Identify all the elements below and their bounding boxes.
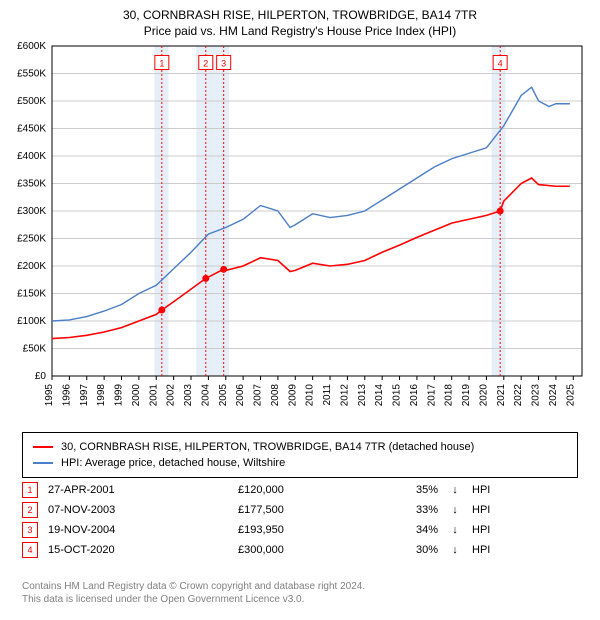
footer-line2: This data is licensed under the Open Gov… (22, 593, 365, 606)
svg-text:2004: 2004 (200, 384, 211, 407)
svg-text:2015: 2015 (392, 384, 403, 407)
hpi-label: HPI (472, 504, 502, 516)
svg-text:£550K: £550K (17, 69, 46, 80)
legend-label-property: 30, CORNBRASH RISE, HILPERTON, TROWBRIDG… (61, 441, 474, 453)
sale-price: £193,950 (238, 524, 368, 536)
sales-table: 1 27-APR-2001 £120,000 35% ↓ HPI 2 07-NOV-2003 £… (22, 480, 578, 560)
footer-line1: Contains HM Land Registry data © Crown c… (22, 580, 365, 593)
svg-text:2006: 2006 (235, 384, 246, 407)
svg-text:1: 1 (159, 59, 164, 69)
legend-label-hpi: HPI: Average price, detached house, Wilt… (61, 457, 285, 469)
table-row: 1 27-APR-2001 £120,000 35% ↓ HPI (22, 480, 578, 500)
svg-text:2: 2 (203, 59, 208, 69)
svg-text:2020: 2020 (478, 384, 489, 407)
legend: 30, CORNBRASH RISE, HILPERTON, TROWBRIDG… (22, 432, 578, 478)
sale-marker-3: 3 (22, 522, 38, 538)
svg-text:1995: 1995 (44, 384, 55, 407)
page: 30, CORNBRASH RISE, HILPERTON, TROWBRIDG… (0, 0, 600, 620)
svg-text:£50K: £50K (23, 344, 47, 355)
svg-text:£600K: £600K (17, 41, 46, 52)
svg-text:2011: 2011 (322, 384, 333, 406)
table-row: 3 19-NOV-2004 £193,950 34% ↓ HPI (22, 520, 578, 540)
svg-text:£350K: £350K (17, 179, 46, 190)
legend-swatch-property (33, 446, 53, 448)
svg-text:£100K: £100K (17, 316, 46, 327)
svg-text:2012: 2012 (339, 384, 350, 407)
svg-text:£0: £0 (35, 371, 47, 382)
footer: Contains HM Land Registry data © Crown c… (22, 580, 365, 606)
svg-text:2009: 2009 (287, 384, 298, 407)
svg-text:£400K: £400K (17, 151, 46, 162)
svg-text:2014: 2014 (374, 384, 385, 407)
svg-text:1999: 1999 (114, 384, 125, 407)
down-arrow-icon: ↓ (448, 524, 462, 536)
sale-marker-2: 2 (22, 502, 38, 518)
svg-text:£450K: £450K (17, 124, 46, 135)
sale-price: £177,500 (238, 504, 368, 516)
legend-row-hpi: HPI: Average price, detached house, Wilt… (33, 455, 567, 471)
svg-text:2024: 2024 (548, 384, 559, 407)
table-row: 4 15-OCT-2020 £300,000 30% ↓ HPI (22, 540, 578, 560)
sale-date: 19-NOV-2004 (48, 524, 228, 536)
sale-marker-1: 1 (22, 482, 38, 498)
svg-text:2005: 2005 (218, 384, 229, 407)
price-chart: £0 £50K £100K £150K £200K £250K £300K £350K £400… (0, 40, 600, 420)
legend-row-property: 30, CORNBRASH RISE, HILPERTON, TROWBRIDG… (33, 439, 567, 455)
sale-pct: 30% (378, 544, 438, 556)
sale-date: 27-APR-2001 (48, 484, 228, 496)
svg-text:£250K: £250K (17, 234, 46, 245)
sale-price: £120,000 (238, 484, 368, 496)
sale-price: £300,000 (238, 544, 368, 556)
svg-text:2021: 2021 (496, 384, 507, 407)
down-arrow-icon: ↓ (448, 544, 462, 556)
sale-pct: 34% (378, 524, 438, 536)
svg-text:2007: 2007 (253, 384, 264, 407)
svg-text:2000: 2000 (131, 384, 142, 407)
hpi-label: HPI (472, 524, 502, 536)
hpi-label: HPI (472, 484, 502, 496)
svg-text:2002: 2002 (166, 384, 177, 407)
svg-text:2023: 2023 (531, 384, 542, 407)
svg-text:2003: 2003 (183, 384, 194, 407)
svg-text:2017: 2017 (426, 384, 437, 407)
sale-pct: 33% (378, 504, 438, 516)
svg-text:2010: 2010 (305, 384, 316, 407)
svg-text:3: 3 (221, 59, 226, 69)
svg-text:£150K: £150K (17, 289, 46, 300)
page-title-line1: 30, CORNBRASH RISE, HILPERTON, TROWBRIDG… (0, 8, 600, 22)
svg-text:£200K: £200K (17, 261, 46, 272)
sale-marker-4: 4 (22, 542, 38, 558)
svg-text:2018: 2018 (444, 384, 455, 407)
svg-text:£300K: £300K (17, 206, 46, 217)
hpi-label: HPI (472, 544, 502, 556)
svg-text:2016: 2016 (409, 384, 420, 407)
svg-text:1997: 1997 (79, 384, 90, 407)
svg-text:2022: 2022 (513, 384, 524, 407)
svg-text:2013: 2013 (357, 384, 368, 407)
svg-text:£500K: £500K (17, 96, 46, 107)
svg-text:2025: 2025 (565, 384, 576, 407)
sale-date: 15-OCT-2020 (48, 544, 228, 556)
svg-text:4: 4 (498, 59, 503, 69)
table-row: 2 07-NOV-2003 £177,500 33% ↓ HPI (22, 500, 578, 520)
legend-swatch-hpi (33, 462, 53, 464)
svg-text:2001: 2001 (148, 384, 159, 407)
down-arrow-icon: ↓ (448, 504, 462, 516)
svg-text:2008: 2008 (270, 384, 281, 407)
svg-text:1996: 1996 (61, 384, 72, 407)
svg-text:2019: 2019 (461, 384, 472, 407)
svg-text:1998: 1998 (96, 384, 107, 407)
down-arrow-icon: ↓ (448, 484, 462, 496)
page-title-line2: Price paid vs. HM Land Registry's House … (0, 24, 600, 38)
sale-pct: 35% (378, 484, 438, 496)
sale-date: 07-NOV-2003 (48, 504, 228, 516)
